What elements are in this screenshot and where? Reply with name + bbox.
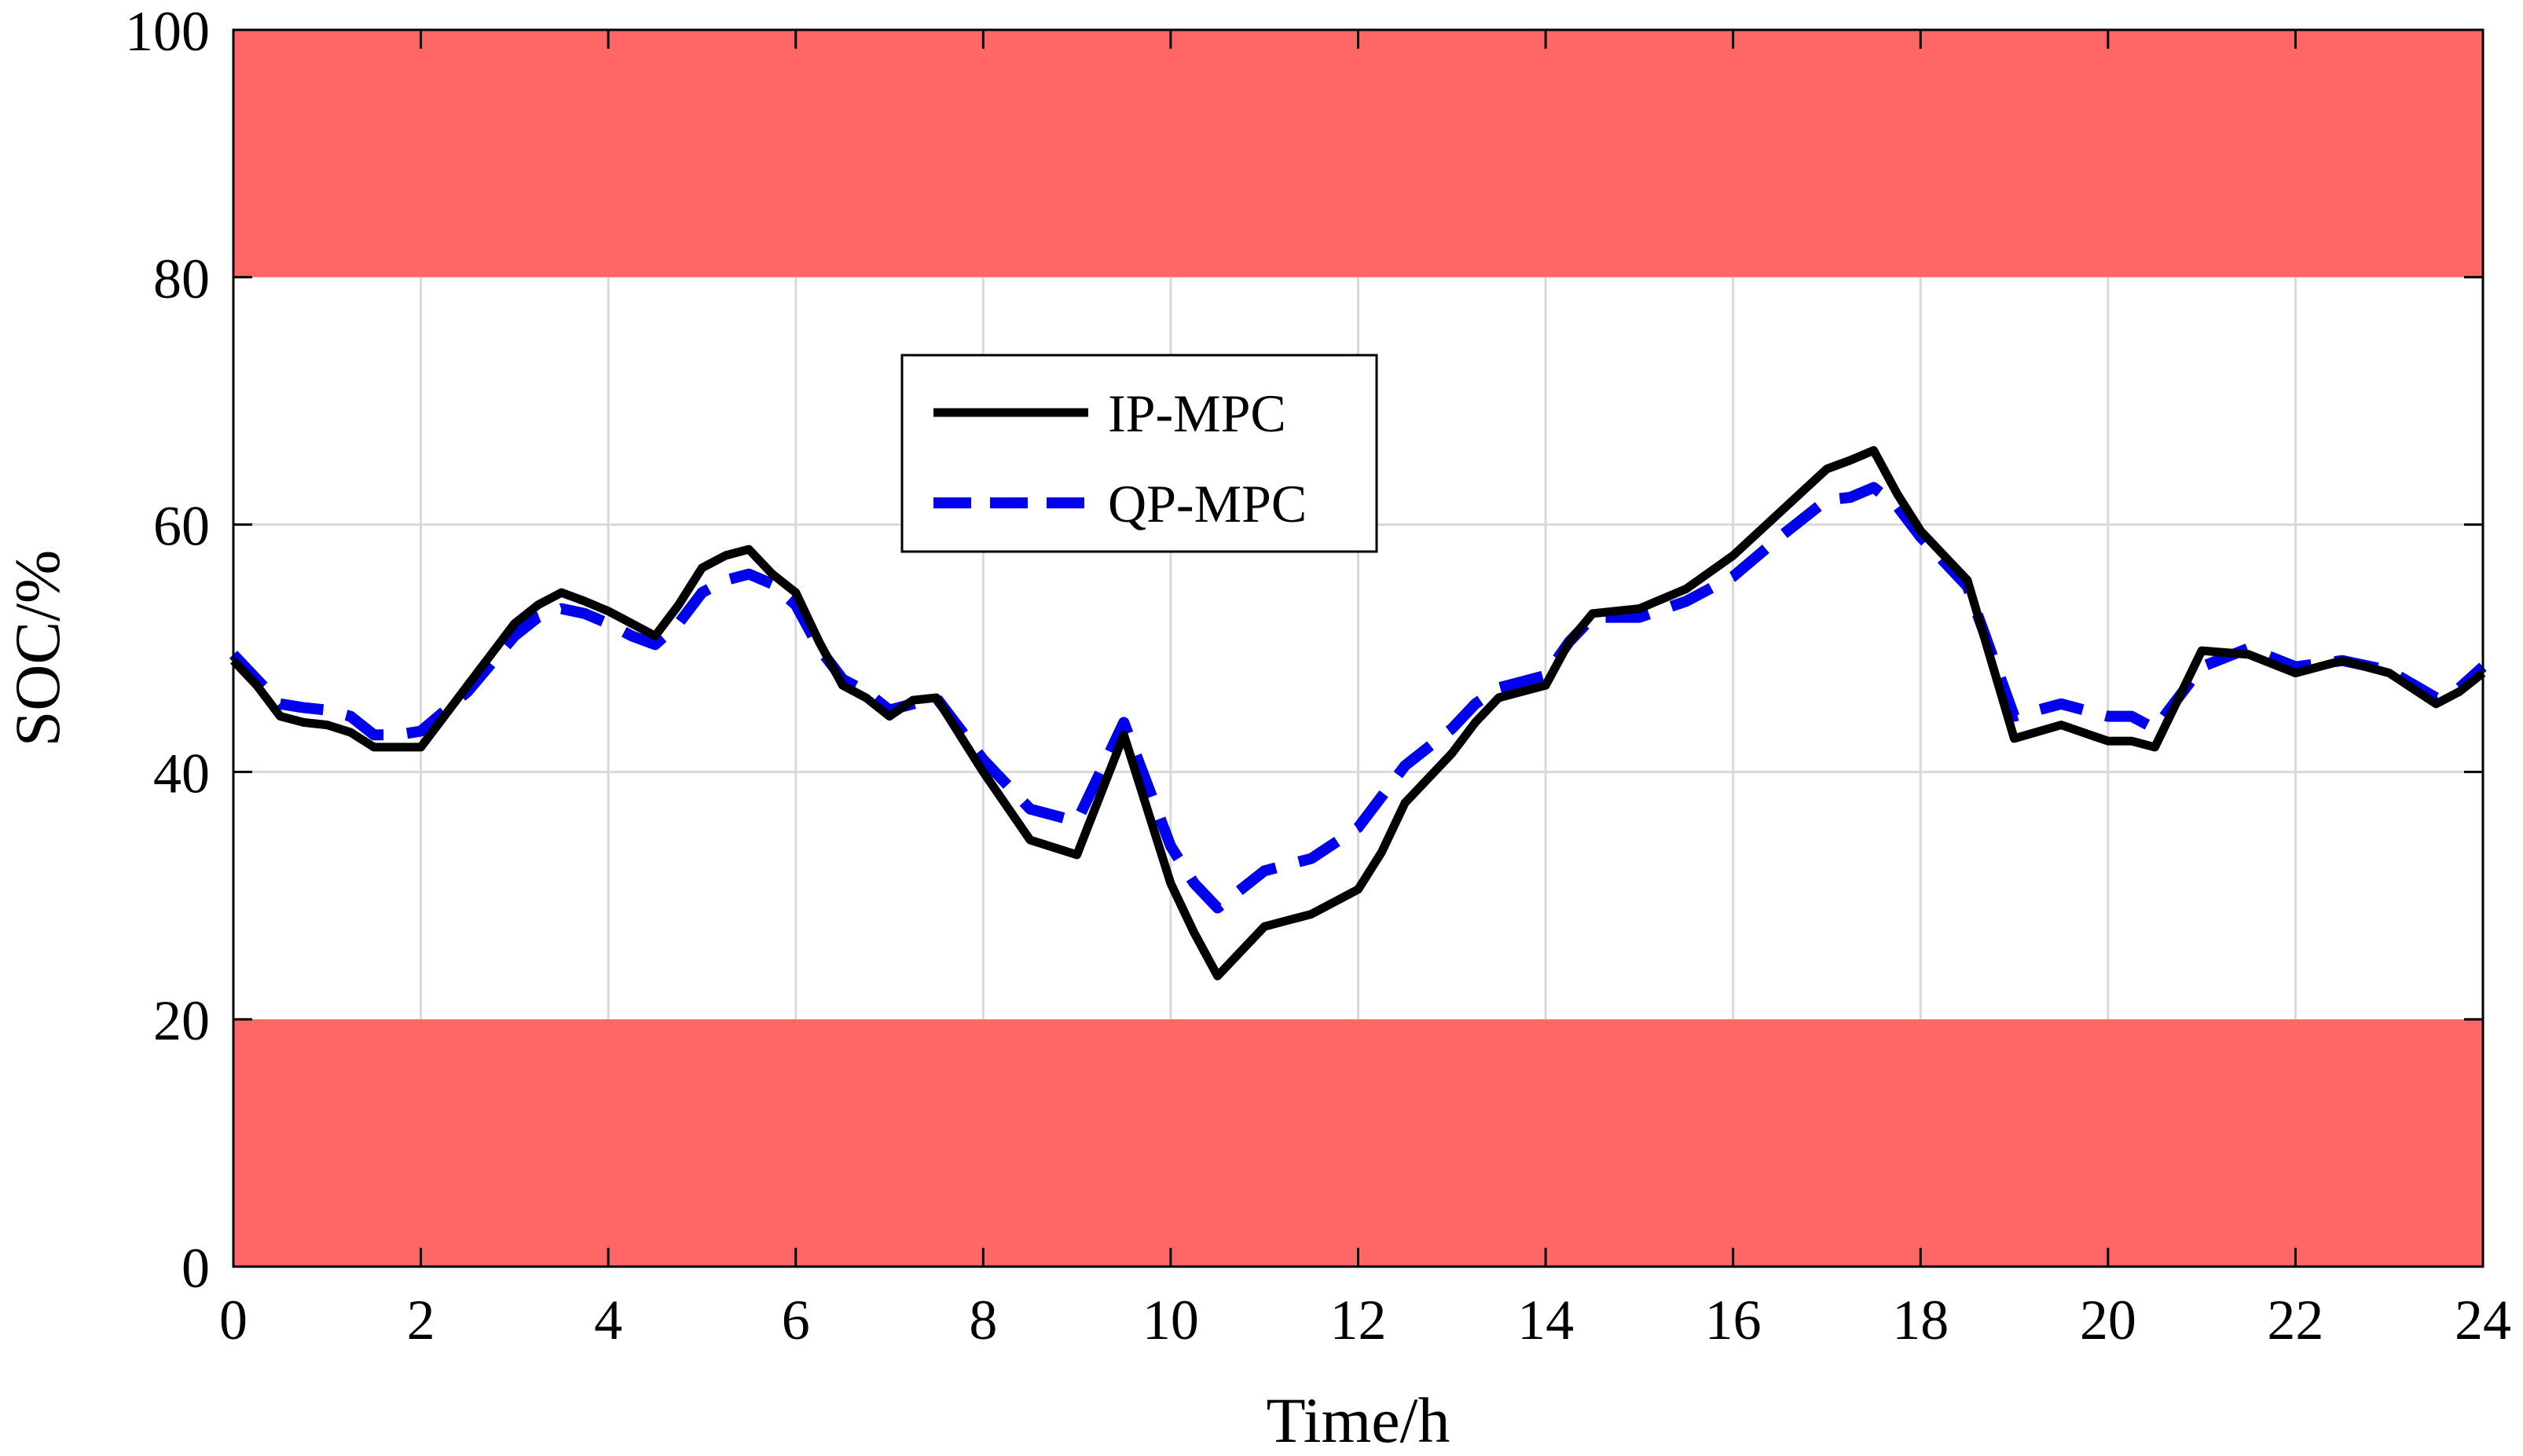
xtick-label-16: 16 — [1705, 1289, 1762, 1351]
xtick-label-18: 18 — [1892, 1289, 1949, 1351]
ytick-label-40: 40 — [153, 742, 210, 805]
x-tick-labels: 0 2 4 6 8 10 12 14 16 18 20 22 24 — [219, 1289, 2511, 1351]
xtick-label-22: 22 — [2267, 1289, 2323, 1351]
legend-label-qp-mpc: QP-MPC — [1108, 474, 1307, 534]
ytick-label-0: 0 — [182, 1237, 210, 1300]
y-axis-label: SOC/% — [2, 550, 73, 747]
ytick-label-60: 60 — [153, 495, 210, 558]
legend-label-ip-mpc: IP-MPC — [1108, 383, 1286, 443]
xtick-label-20: 20 — [2080, 1289, 2136, 1351]
x-axis-label: Time/h — [1267, 1384, 1450, 1456]
legend: IP-MPC QP-MPC — [900, 354, 1378, 553]
ytick-label-20: 20 — [153, 989, 210, 1052]
constraint-bands — [233, 30, 2483, 1267]
xtick-label-0: 0 — [219, 1289, 248, 1351]
series-layer — [229, 446, 2487, 981]
band-1 — [233, 1019, 2483, 1267]
legend-box — [900, 354, 1378, 553]
series-line-ip-mpc — [230, 446, 2486, 981]
xtick-label-14: 14 — [1517, 1289, 1574, 1351]
xtick-label-10: 10 — [1142, 1289, 1199, 1351]
xtick-label-4: 4 — [594, 1289, 622, 1351]
ytick-label-80: 80 — [153, 248, 210, 310]
y-tick-labels: 0 20 40 60 80 100 — [125, 0, 210, 1300]
xtick-label-8: 8 — [969, 1289, 997, 1351]
xtick-label-6: 6 — [782, 1289, 810, 1351]
series-line-qp-mpc — [229, 482, 2487, 914]
xtick-label-24: 24 — [2455, 1289, 2511, 1351]
ytick-label-100: 100 — [125, 0, 210, 63]
band-0 — [233, 30, 2483, 277]
axis-ticks — [232, 28, 2484, 1268]
xtick-label-2: 2 — [407, 1289, 435, 1351]
xtick-label-12: 12 — [1330, 1289, 1387, 1351]
